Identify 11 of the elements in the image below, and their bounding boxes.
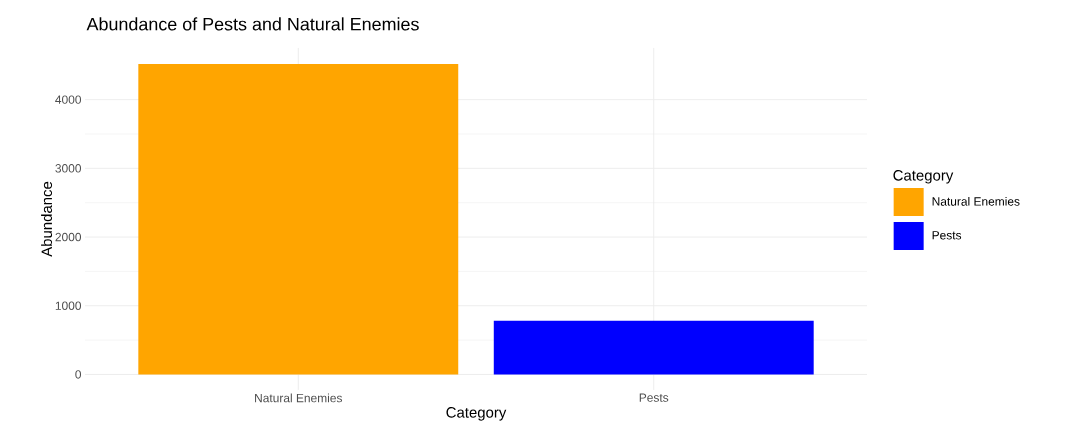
legend-label: Pests	[932, 231, 962, 240]
x-axis-title: Category	[446, 407, 507, 421]
y-tick-label: 0	[75, 370, 82, 379]
legend-title: Category	[893, 170, 954, 184]
legend-label: Natural Enemies	[932, 196, 1020, 206]
y-tick-label: 3000	[55, 164, 82, 173]
y-tick-label: 4000	[55, 95, 82, 104]
y-axis-title: Abundance	[41, 181, 53, 257]
y-tick-label: 2000	[55, 232, 82, 242]
y-tick-label: 1000	[55, 301, 82, 310]
chart-title: Abundance of Pests and Natural Enemies	[86, 17, 419, 31]
